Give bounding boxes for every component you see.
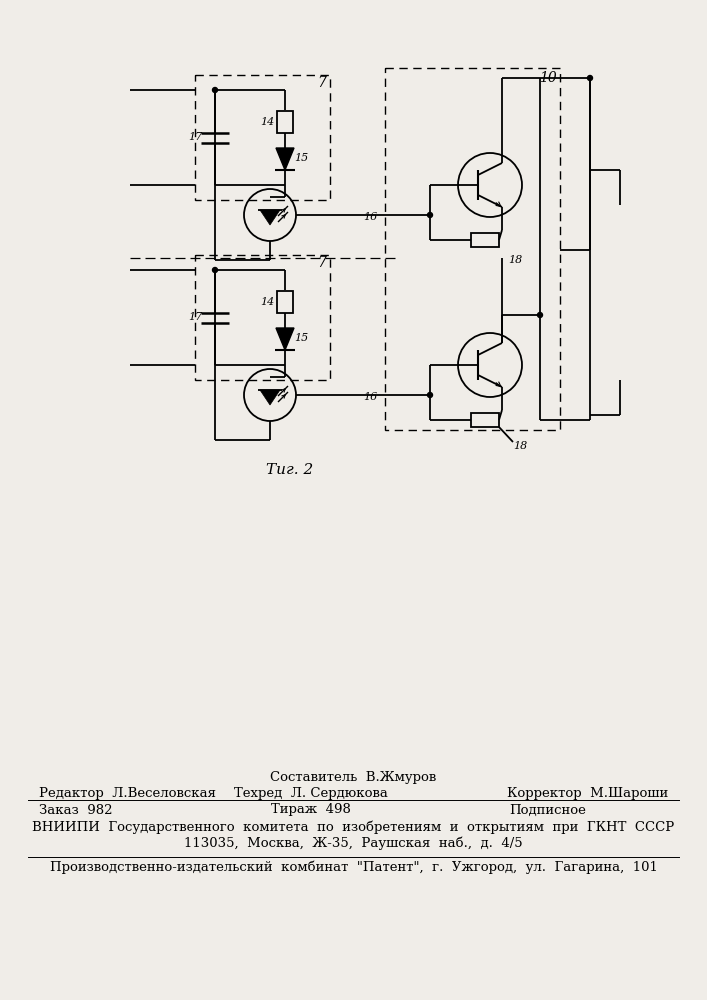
Text: 18: 18	[508, 255, 522, 265]
Bar	[195, 75, 330, 200]
Text: 17: 17	[188, 132, 202, 142]
Text: Тираж  498: Тираж 498	[271, 804, 351, 816]
Circle shape	[588, 76, 592, 81]
Text: Редактор  Л.Веселовская: Редактор Л.Веселовская	[39, 786, 216, 800]
Text: 15: 15	[294, 153, 308, 163]
Text: 14: 14	[260, 297, 274, 307]
Text: 16: 16	[363, 212, 377, 222]
Text: Подписное: Подписное	[509, 804, 586, 816]
Text: Τиг. 2: Τиг. 2	[267, 463, 314, 477]
Circle shape	[428, 392, 433, 397]
Polygon shape	[276, 148, 294, 170]
Circle shape	[213, 88, 218, 93]
Bar	[471, 233, 499, 247]
Text: Техред  Л. Сердюкова: Техред Л. Сердюкова	[234, 786, 388, 800]
Text: Составитель  В.Жмуров: Составитель В.Жмуров	[270, 772, 437, 784]
Bar	[385, 68, 560, 430]
Text: Заказ  982: Заказ 982	[39, 804, 112, 816]
Text: Корректор  М.Шароши: Корректор М.Шароши	[507, 786, 668, 800]
Text: 17: 17	[188, 312, 202, 322]
Bar	[195, 255, 330, 380]
Bar	[277, 291, 293, 313]
Text: 113035,  Москва,  Ж-35,  Раушская  наб.,  д.  4/5: 113035, Москва, Ж-35, Раушская наб., д. …	[185, 836, 522, 850]
Text: 16: 16	[363, 392, 377, 402]
Text: 7: 7	[317, 256, 327, 270]
Text: Производственно-издательский  комбинат  "Патент",  г.  Ужгород,  ул.  Гагарина, : Производственно-издательский комбинат "П…	[49, 860, 658, 874]
Text: 7: 7	[317, 76, 327, 90]
Text: 10: 10	[539, 71, 557, 85]
Circle shape	[213, 267, 218, 272]
Circle shape	[537, 312, 542, 318]
Text: 15: 15	[294, 333, 308, 343]
Bar	[471, 413, 499, 427]
Bar	[277, 111, 293, 133]
Polygon shape	[276, 328, 294, 350]
Polygon shape	[260, 210, 280, 225]
Text: 18: 18	[513, 441, 527, 451]
Text: ВНИИПИ  Государственного  комитета  по  изобретениям  и  открытиям  при  ГКНТ  С: ВНИИПИ Государственного комитета по изоб…	[33, 820, 674, 834]
Circle shape	[428, 213, 433, 218]
Polygon shape	[260, 390, 280, 405]
Text: 14: 14	[260, 117, 274, 127]
